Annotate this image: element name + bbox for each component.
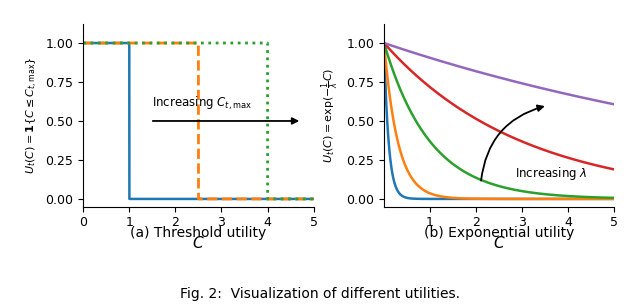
Y-axis label: $U_t(C) = \exp(-\frac{1}{\lambda}C)$: $U_t(C) = \exp(-\frac{1}{\lambda}C)$ <box>319 68 340 163</box>
Text: Fig. 2:  Visualization of different utilities.: Fig. 2: Visualization of different utili… <box>180 287 460 301</box>
X-axis label: $C$: $C$ <box>493 235 506 251</box>
Text: (b) Exponential utility: (b) Exponential utility <box>424 226 574 240</box>
Y-axis label: $U_t(C) = \mathbf{1}\{C \leq C_{t,\mathrm{max}}\}$: $U_t(C) = \mathbf{1}\{C \leq C_{t,\mathr… <box>25 57 40 174</box>
Text: Increasing $C_{t,\mathrm{max}}$: Increasing $C_{t,\mathrm{max}}$ <box>152 95 252 112</box>
X-axis label: $C$: $C$ <box>192 235 205 251</box>
Text: (a) Threshold utility: (a) Threshold utility <box>131 226 266 240</box>
Text: Increasing $\lambda$: Increasing $\lambda$ <box>515 165 588 181</box>
